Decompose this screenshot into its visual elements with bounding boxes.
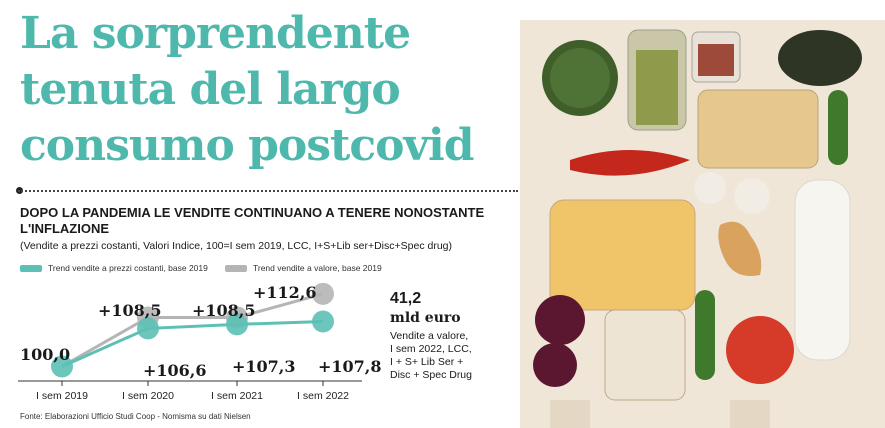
highlight-description: Vendite a valore, I sem 2022, LCC, I + S… <box>390 330 500 382</box>
data-point <box>51 355 73 378</box>
garlic-icon <box>694 172 726 204</box>
jar-beans-content <box>698 44 734 76</box>
apple-icon <box>726 316 794 384</box>
headline-line-1: La sorprendente <box>20 8 411 59</box>
groceries-photo <box>520 20 885 428</box>
data-label: +108,5 <box>98 301 162 320</box>
data-label: +112,6 <box>253 283 317 302</box>
tote-handle-left <box>550 400 590 428</box>
data-label: +108,5 <box>192 301 256 320</box>
cucumber-icon <box>828 90 848 165</box>
highlight-desc-1: Vendite a valore, <box>390 330 469 342</box>
chart-note: (Vendite a prezzi costanti, Valori Indic… <box>20 240 452 252</box>
data-point <box>226 313 248 336</box>
data-point <box>137 317 159 340</box>
x-tick-label: I sem 2019 <box>36 390 88 402</box>
chili-pepper-icon <box>570 150 690 176</box>
highlight-desc-2: I sem 2022, LCC, <box>390 343 472 355</box>
highlight-unit: mld euro <box>390 310 461 326</box>
legend-item-costanti: Trend vendite a prezzi costanti, base 20… <box>20 263 208 273</box>
x-tick-label: I sem 2021 <box>211 390 263 402</box>
highlight-value: 41,2 <box>390 290 422 307</box>
milk-bottle-icon <box>794 179 851 361</box>
garlic-2-icon <box>734 178 770 214</box>
jar-lentils-content <box>636 50 678 125</box>
highlight-desc-4: Disc + Spec Drug <box>390 369 472 381</box>
jar-orzo-icon <box>697 89 819 169</box>
x-tick-label: I sem 2020 <box>122 390 174 402</box>
data-point <box>312 282 334 305</box>
headline-line-2: tenuta del largo <box>20 64 401 115</box>
tote-handle-right <box>730 400 770 428</box>
legend-label-valore: Trend vendite a valore, base 2019 <box>253 263 382 273</box>
ginger-icon <box>718 221 762 276</box>
line-chart: I sem 2019 I sem 2020 I sem 2021 I sem 2022… <box>18 282 382 402</box>
source-note: Fonte: Elaborazioni Ufficio Studi Coop -… <box>20 412 251 421</box>
data-point <box>312 310 334 333</box>
legend-swatch-grey <box>225 265 247 273</box>
avocado-icon <box>778 30 862 86</box>
headline: La sorprendente tenuta del largo consumo… <box>20 6 540 174</box>
dotted-divider <box>18 190 518 192</box>
highlight-desc-3: I + S+ Lib Ser + <box>390 356 464 368</box>
zucchini-round-shade <box>550 48 610 108</box>
series-line-0 <box>61 320 324 368</box>
headline-line-3: consumo postcovid <box>20 120 475 171</box>
series-line-1 <box>61 292 324 368</box>
jar-pasta-icon <box>549 199 696 311</box>
data-label: 100,0 <box>20 345 70 364</box>
data-label: +107,3 <box>232 357 296 376</box>
red-onion-2-icon <box>533 343 577 387</box>
legend-label-costanti: Trend vendite a prezzi costanti, base 20… <box>48 263 208 273</box>
x-tick-label: I sem 2022 <box>297 390 349 402</box>
legend-item-valore: Trend vendite a valore, base 2019 <box>225 263 382 273</box>
chart-subtitle: DOPO LA PANDEMIA LE VENDITE CONTINUANO A… <box>20 205 485 236</box>
legend-swatch-teal <box>20 265 42 273</box>
data-label: +107,8 <box>318 357 382 376</box>
jar-oats-icon <box>604 309 686 401</box>
cucumber-2-icon <box>695 290 715 380</box>
red-onion-icon <box>535 295 585 345</box>
data-label: +106,6 <box>143 361 207 380</box>
